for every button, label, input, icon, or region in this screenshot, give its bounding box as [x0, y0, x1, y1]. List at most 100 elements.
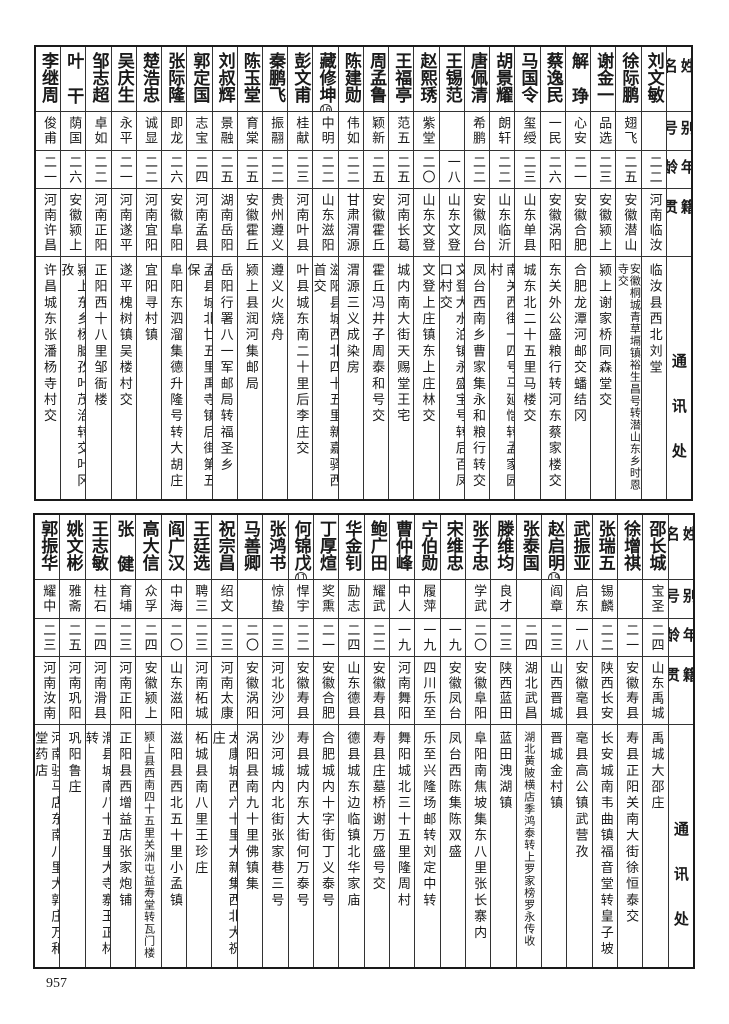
age-text: 二〇 — [166, 623, 182, 653]
alias-text: 奖熏 — [319, 584, 335, 614]
address-cell: 沙河城内北街张家巷三号 — [263, 725, 287, 967]
alias-cell: 柱石 — [85, 580, 111, 619]
alias-cell: 翅飞 — [616, 112, 641, 151]
address-text: 孟县城北廿五里禹寺镇后街第五保 — [187, 263, 212, 490]
age-text: 二五 — [394, 155, 410, 185]
alias-text: 中明 — [318, 116, 334, 146]
alias-cell: 品选 — [591, 112, 616, 151]
native-place-text: 贵州遵义 — [268, 193, 284, 253]
address-cell: 寿县庄墓桥谢万盛号交 — [365, 725, 389, 967]
native-place-text: 河南舞阳 — [395, 661, 411, 721]
person-column: 吴庆生 永平 二一 河南遂平 遂平槐树镇吴楼村交 — [110, 47, 136, 499]
person-name: 王福亭 — [391, 52, 411, 103]
person-name-text: 张际隆 — [164, 52, 185, 103]
name-cell: 王志敏 — [85, 515, 111, 580]
person-column: 谢金一 品选 二三 安徽颍上 颍上谢家桥同森堂交 — [590, 47, 616, 499]
alias-text: 育埔 — [116, 584, 132, 614]
person-name-text: 赵启明 — [544, 520, 565, 571]
alias-text: 振翮 — [268, 116, 284, 146]
person-column: 滕维均 良才 二三 陕西蓝田 蓝田洩湖镇 — [490, 515, 516, 967]
person-name: 郭振华 — [37, 520, 57, 571]
alias-text: 心安 — [570, 116, 586, 146]
person-column: 李继周 俊甫 二一 河南许昌 许昌城东张潘杨寺村交 — [35, 47, 61, 499]
address-text: 沙河城内北街张家巷三号 — [268, 731, 284, 910]
name-cell: 陈建勋 — [338, 47, 363, 112]
alias-cell: 中海 — [161, 580, 187, 619]
person-column: 邹志超 卓如 二二 河南正阳 正阳西十八里邹衙楼 — [85, 47, 111, 499]
age-text: 二一 — [623, 623, 639, 653]
person-column: 周孟鲁 颖新 二五 安徽霍丘 霍丘冯井子周泰和号交 — [362, 47, 389, 499]
alias-cell: 心安 — [565, 112, 591, 151]
address-text: 东关外公盛粮行转河东蔡家楼交 — [545, 263, 561, 490]
alias-cell: 履萍 — [415, 580, 440, 619]
person-name: 王锡范 — [442, 52, 462, 103]
person-name-text: 高大信 — [138, 520, 159, 571]
age-cell: 二三 — [35, 619, 60, 657]
age-text: 二一 — [570, 155, 586, 185]
age-text: 二二 — [470, 155, 485, 185]
age-text: 二三 — [596, 155, 612, 185]
address-cell: 寿县正阳关南大街徐恒泰交 — [618, 725, 642, 967]
alias-cell: 玺绶 — [515, 112, 540, 151]
alias-text: 雅斋 — [65, 584, 81, 614]
native-place-text: 河南临汝 — [646, 193, 662, 253]
person-name: 藏修坤 16 — [316, 52, 336, 111]
native-place-text: 安徽颍上 — [141, 661, 157, 721]
age-cell: 二五 — [363, 151, 389, 189]
person-column: 马国令 玺绶 二三 山东单县 城东北二十五里马楼交 — [514, 47, 540, 499]
alias-text: 紫堂 — [419, 116, 435, 146]
native-place-text: 安徽颍上 — [596, 193, 612, 253]
address-text: 城内南大街天赐堂王宅 — [394, 263, 410, 425]
address-text: 滑县城南八十五里大寺寨王正林转 — [85, 731, 111, 958]
age-cell: 二〇 — [414, 151, 439, 189]
person-name: 徐增祺 — [620, 520, 640, 571]
age-cell: 二一 — [617, 619, 643, 657]
age-text: 二五 — [65, 623, 81, 653]
name-cell: 邵长城 — [643, 515, 668, 580]
person-name: 鲍广田 — [367, 520, 387, 571]
header-label-age: 年龄 — [666, 159, 691, 189]
age-cell: 二二 — [641, 151, 666, 189]
alias-text: 玺绶 — [520, 116, 536, 146]
native-place-text: 安徽涡阳 — [242, 661, 258, 721]
address-text: 乐至兴隆场邮转刘定中转 — [420, 731, 436, 910]
age-cell: 二四 — [516, 619, 541, 657]
name-cell: 宁伯勋 — [415, 515, 440, 580]
address-cell: 许昌城东张潘杨寺村交 — [36, 257, 60, 499]
alias-text: 育棠 — [242, 116, 258, 146]
address-text: 凤台西南乡曹家集永和粮行转交 — [470, 263, 485, 490]
name-cell: 张瑞五 — [592, 515, 617, 580]
age-text: 二四 — [141, 623, 157, 653]
alias-text: 励志 — [344, 584, 360, 614]
name-cell: 周孟鲁 — [363, 47, 389, 112]
alias-text: 俊甫 — [41, 116, 57, 146]
native-place-text: 安徽合肥 — [319, 661, 335, 721]
address-cell: 德县城东边临镇北华家庙 — [339, 725, 363, 967]
address-text: 安徽桐城青草塥镇裕生昌号转潜山东乡时恩寺交 — [616, 263, 641, 491]
age-cell: 二〇 — [237, 619, 263, 657]
native-place-cell: 山东德县 — [339, 657, 364, 725]
person-column: 彭文甫 桂献 二三 河南叶县 叶县城东南二十里后李庄交 — [287, 47, 313, 499]
person-name: 胡景耀 — [492, 52, 512, 103]
alias-cell: 锡麟 — [592, 580, 617, 619]
person-name-text: 曹仲峰 — [392, 520, 413, 571]
person-name: 吴庆生 — [114, 52, 134, 103]
alias-text: 景融 — [217, 116, 233, 146]
native-place-cell: 河南长葛 — [389, 189, 414, 257]
native-place-cell: 河南叶县 — [288, 189, 313, 257]
name-cell: 叶干 — [61, 47, 86, 112]
age-cell: 二二 — [338, 151, 363, 189]
address-cell: 临汝县西北刘堂 — [642, 257, 666, 499]
alias-text: 颖新 — [369, 116, 385, 146]
person-name-text: 邵长城 — [645, 520, 666, 571]
native-place-text: 河南汝南 — [40, 661, 56, 721]
native-place-cell: 安徽涡阳 — [237, 657, 263, 725]
name-cell: 唐佩清 — [464, 47, 490, 112]
address-cell: 安徽桐城青草塥镇裕生昌号转潜山东乡时恩寺交 — [616, 257, 640, 499]
native-place-cell: 安徽凤台 — [440, 657, 465, 725]
address-cell: 叶县城东南二十里后李庄交 — [288, 257, 312, 499]
address-text: 合肥城内十字街丁义泰号 — [319, 731, 335, 910]
age-cell: 二二 — [86, 151, 111, 189]
age-text: 二五 — [242, 155, 258, 185]
alias-cell: 育棠 — [237, 112, 263, 151]
